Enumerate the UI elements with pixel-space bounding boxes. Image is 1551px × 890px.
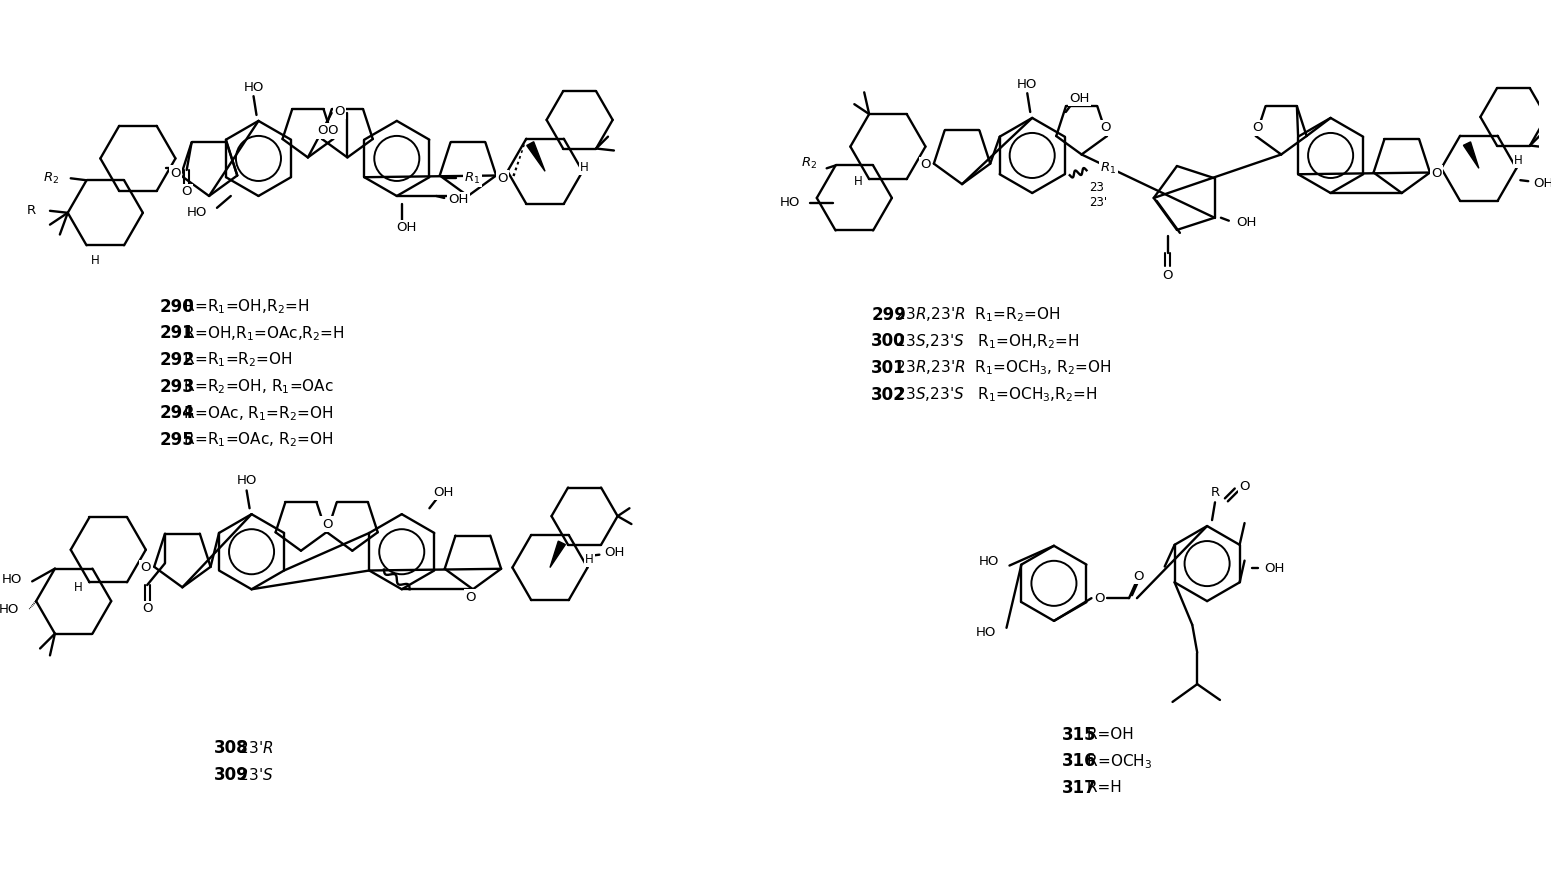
Text: 23$R$,23'$R$  R$_1$=OCH$_3$, R$_2$=OH: 23$R$,23'$R$ R$_1$=OCH$_3$, R$_2$=OH bbox=[890, 359, 1111, 377]
Text: $R_2$: $R_2$ bbox=[43, 171, 59, 186]
Text: R=R$_1$=R$_2$=OH: R=R$_1$=R$_2$=OH bbox=[180, 351, 293, 369]
Text: OH: OH bbox=[397, 221, 417, 234]
Text: 23$S$,23'$S$   R$_1$=OCH$_3$,R$_2$=H: 23$S$,23'$S$ R$_1$=OCH$_3$,R$_2$=H bbox=[890, 385, 1098, 404]
Text: H: H bbox=[855, 174, 862, 188]
Text: 290: 290 bbox=[160, 297, 194, 316]
Text: O: O bbox=[318, 125, 327, 137]
Text: O: O bbox=[498, 172, 507, 185]
Text: H: H bbox=[74, 581, 84, 594]
Text: R: R bbox=[1210, 486, 1219, 499]
Text: O: O bbox=[141, 561, 150, 574]
Text: $R_1$: $R_1$ bbox=[464, 171, 481, 186]
Text: O: O bbox=[1100, 121, 1111, 134]
Text: 299: 299 bbox=[872, 305, 906, 324]
Text: OH: OH bbox=[1236, 216, 1258, 229]
Text: 23: 23 bbox=[1089, 181, 1104, 194]
Text: 317: 317 bbox=[1062, 779, 1097, 797]
Polygon shape bbox=[1464, 142, 1478, 168]
Text: R=OCH$_3$: R=OCH$_3$ bbox=[1081, 752, 1152, 771]
Text: HO: HO bbox=[1017, 77, 1038, 91]
Text: HO: HO bbox=[780, 197, 800, 209]
Polygon shape bbox=[551, 541, 566, 568]
Text: OH: OH bbox=[1264, 562, 1284, 575]
Text: HO: HO bbox=[244, 81, 264, 93]
Text: O: O bbox=[335, 104, 344, 117]
Text: 293: 293 bbox=[160, 377, 194, 396]
Text: H: H bbox=[585, 553, 594, 566]
Text: 292: 292 bbox=[160, 351, 194, 369]
Text: R=OH: R=OH bbox=[1081, 727, 1134, 742]
Text: O: O bbox=[327, 125, 338, 137]
Text: 309: 309 bbox=[214, 766, 248, 784]
Text: 302: 302 bbox=[872, 385, 906, 403]
Text: O: O bbox=[1134, 570, 1145, 583]
Text: HO: HO bbox=[979, 555, 999, 568]
Text: 23': 23' bbox=[1089, 197, 1107, 209]
Text: 23$S$,23'$S$   R$_1$=OH,R$_2$=H: 23$S$,23'$S$ R$_1$=OH,R$_2$=H bbox=[890, 332, 1079, 351]
Text: R=H: R=H bbox=[1081, 781, 1121, 796]
Text: HO: HO bbox=[0, 603, 19, 616]
Text: O: O bbox=[323, 518, 333, 530]
Text: O: O bbox=[465, 591, 476, 603]
Text: H: H bbox=[580, 161, 589, 174]
Text: 308: 308 bbox=[214, 740, 248, 757]
Text: H: H bbox=[1514, 154, 1523, 167]
Text: 23'$S$: 23'$S$ bbox=[234, 767, 273, 783]
Text: OH: OH bbox=[448, 193, 468, 206]
Text: 291: 291 bbox=[160, 324, 194, 343]
Text: O: O bbox=[171, 166, 181, 180]
Text: O: O bbox=[1239, 480, 1250, 493]
Text: R=OAc, R$_1$=R$_2$=OH: R=OAc, R$_1$=R$_2$=OH bbox=[180, 404, 333, 423]
Text: OH: OH bbox=[1070, 92, 1090, 105]
Text: 23'$R$: 23'$R$ bbox=[234, 740, 273, 756]
Text: O: O bbox=[321, 518, 330, 530]
Polygon shape bbox=[527, 142, 544, 171]
Text: $R_2$: $R_2$ bbox=[800, 156, 817, 171]
Text: O: O bbox=[1162, 269, 1173, 281]
Text: R: R bbox=[26, 205, 36, 217]
Text: OH: OH bbox=[433, 486, 453, 499]
Text: OH: OH bbox=[605, 546, 625, 559]
Text: R=R$_1$=OH,R$_2$=H: R=R$_1$=OH,R$_2$=H bbox=[180, 297, 310, 316]
Text: 294: 294 bbox=[160, 404, 194, 423]
Text: OH: OH bbox=[1534, 176, 1551, 190]
Text: O: O bbox=[920, 158, 931, 171]
Text: H: H bbox=[92, 254, 99, 267]
Text: $R_1$: $R_1$ bbox=[1100, 161, 1117, 176]
Text: HO: HO bbox=[2, 573, 22, 586]
Text: HO: HO bbox=[186, 206, 208, 219]
Text: 300: 300 bbox=[872, 332, 906, 351]
Text: R=OH,R$_1$=OAc,R$_2$=H: R=OH,R$_1$=OAc,R$_2$=H bbox=[180, 324, 346, 343]
Text: HO: HO bbox=[236, 474, 257, 487]
Text: 23$R$,23'$R$  R$_1$=R$_2$=OH: 23$R$,23'$R$ R$_1$=R$_2$=OH bbox=[890, 305, 1059, 324]
Text: R=R$_2$=OH, R$_1$=OAc: R=R$_2$=OH, R$_1$=OAc bbox=[180, 377, 335, 396]
Text: O: O bbox=[143, 603, 152, 615]
Text: O: O bbox=[1252, 121, 1263, 134]
Text: O: O bbox=[1432, 166, 1441, 180]
Text: 315: 315 bbox=[1062, 725, 1097, 743]
Text: R=R$_1$=OAc, R$_2$=OH: R=R$_1$=OAc, R$_2$=OH bbox=[180, 431, 333, 449]
Text: O: O bbox=[1093, 592, 1104, 604]
Text: 301: 301 bbox=[872, 359, 906, 377]
Text: 316: 316 bbox=[1062, 752, 1097, 770]
Text: O: O bbox=[181, 185, 192, 198]
Text: 295: 295 bbox=[160, 431, 194, 449]
Text: HO: HO bbox=[976, 627, 997, 639]
